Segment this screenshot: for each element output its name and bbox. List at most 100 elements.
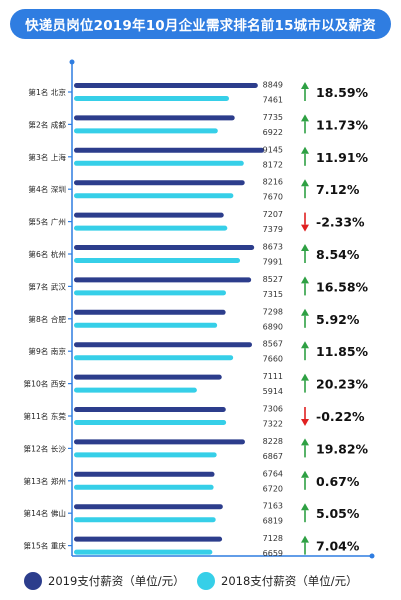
category-label: 第8名 合肥 bbox=[28, 314, 66, 324]
bar-2019 bbox=[74, 309, 226, 315]
value-label-2019: 7111 bbox=[263, 372, 283, 381]
value-label-2018: 6922 bbox=[263, 128, 283, 137]
change-percent: 7.12% bbox=[316, 182, 360, 197]
category-label: 第9名 南京 bbox=[28, 346, 66, 356]
bar-2018 bbox=[74, 355, 234, 361]
value-label-2018: 7315 bbox=[263, 290, 283, 299]
bar-2019 bbox=[74, 115, 235, 121]
bar-2018 bbox=[74, 517, 216, 523]
change-percent: 11.85% bbox=[316, 344, 369, 359]
bar-2019 bbox=[74, 212, 224, 218]
bar-2018 bbox=[74, 128, 218, 134]
change-percent: 16.58% bbox=[316, 279, 369, 294]
arrow-down-icon bbox=[301, 224, 309, 232]
value-label-2018: 5914 bbox=[263, 387, 283, 396]
value-label-2019: 8216 bbox=[263, 178, 283, 187]
value-label-2019: 8567 bbox=[263, 340, 283, 349]
bar-2018 bbox=[74, 420, 227, 425]
change-percent: 18.59% bbox=[316, 85, 369, 100]
bar-2019 bbox=[74, 471, 215, 477]
value-label-2019: 8849 bbox=[263, 81, 283, 90]
change-percent: 19.82% bbox=[316, 441, 369, 456]
category-label: 第3名 上海 bbox=[28, 152, 66, 162]
legend-label-2018: 2018支付薪资（单位/元） bbox=[221, 574, 358, 588]
legend-label-2019: 2019支付薪资（单位/元） bbox=[48, 574, 185, 588]
category-label: 第6名 杭州 bbox=[28, 249, 66, 259]
change-percent: 5.05% bbox=[316, 506, 360, 521]
value-label-2018: 7379 bbox=[263, 225, 283, 234]
value-label-2018: 7322 bbox=[263, 420, 283, 429]
bar-2018 bbox=[74, 549, 213, 555]
value-label-2019: 8673 bbox=[263, 243, 283, 252]
bar-2018 bbox=[74, 160, 244, 166]
value-label-2019: 8527 bbox=[263, 275, 283, 284]
bar-2019 bbox=[74, 374, 222, 380]
value-label-2019: 7306 bbox=[263, 405, 283, 414]
change-percent: 20.23% bbox=[316, 377, 369, 392]
value-label-2019: 7163 bbox=[263, 502, 283, 511]
change-percent: -2.33% bbox=[316, 215, 365, 230]
change-percent: 11.73% bbox=[316, 117, 369, 132]
value-label-2018: 6890 bbox=[263, 322, 283, 331]
value-label-2018: 7660 bbox=[263, 355, 283, 364]
bar-2019 bbox=[74, 245, 255, 250]
bar-2018 bbox=[74, 225, 228, 231]
bar-chart: 第1名 北京 8849 7461 18.59% 第2名 成都 7735 6922 11.73%… bbox=[24, 59, 375, 559]
value-label-2018: 7670 bbox=[263, 193, 283, 202]
category-label: 第7名 武汉 bbox=[28, 281, 66, 291]
change-percent: 11.91% bbox=[316, 150, 369, 165]
bar-2019 bbox=[74, 407, 226, 412]
bar-2018 bbox=[74, 258, 241, 263]
arrow-up-icon bbox=[301, 341, 309, 349]
bar-2019 bbox=[74, 147, 264, 153]
category-label: 第13名 郑州 bbox=[24, 476, 66, 486]
arrow-down-icon bbox=[301, 419, 309, 426]
value-label-2019: 7207 bbox=[263, 210, 283, 219]
value-label-2019: 8228 bbox=[263, 437, 283, 446]
category-label: 第4名 深圳 bbox=[28, 184, 66, 194]
value-label-2018: 6819 bbox=[263, 517, 283, 526]
arrow-up-icon bbox=[301, 114, 309, 122]
legend-swatch-2019 bbox=[24, 572, 42, 590]
bar-2018 bbox=[74, 96, 230, 101]
arrow-up-icon bbox=[301, 244, 309, 251]
legend-swatch-2018 bbox=[197, 572, 215, 590]
arrow-up-icon bbox=[301, 470, 309, 478]
bar-2019 bbox=[74, 536, 223, 542]
value-label-2019: 6764 bbox=[263, 469, 283, 478]
bar-2018 bbox=[74, 193, 234, 199]
value-label-2019: 7298 bbox=[263, 307, 283, 316]
category-label: 第10名 西安 bbox=[24, 379, 67, 389]
arrow-up-icon bbox=[301, 373, 309, 381]
value-label-2018: 6867 bbox=[263, 452, 283, 461]
arrow-up-icon bbox=[301, 503, 309, 511]
value-label-2019: 7735 bbox=[263, 113, 283, 122]
bar-2018 bbox=[74, 322, 218, 328]
category-label: 第5名 广州 bbox=[28, 217, 66, 227]
bar-2019 bbox=[74, 83, 258, 88]
bar-2019 bbox=[74, 439, 245, 445]
bar-2018 bbox=[74, 484, 214, 490]
arrow-up-icon bbox=[301, 276, 309, 284]
value-label-2019: 9145 bbox=[263, 145, 283, 154]
arrow-up-icon bbox=[301, 179, 309, 187]
arrow-up-icon bbox=[301, 535, 309, 543]
title-bar: 快递员岗位2019年10月企业需求排名前15城市以及薪资 bbox=[10, 9, 391, 39]
change-percent: 7.04% bbox=[316, 539, 360, 554]
change-percent: 0.67% bbox=[316, 474, 360, 489]
value-label-2019: 7128 bbox=[263, 534, 283, 543]
value-label-2018: 8172 bbox=[263, 160, 283, 169]
change-percent: 5.92% bbox=[316, 312, 360, 327]
category-label: 第14名 佛山 bbox=[24, 508, 66, 518]
bar-2019 bbox=[74, 277, 252, 283]
value-label-2018: 6720 bbox=[263, 484, 283, 493]
arrow-up-icon bbox=[301, 438, 309, 446]
category-label: 第12名 长沙 bbox=[24, 443, 67, 453]
value-label-2018: 7461 bbox=[263, 96, 283, 105]
bar-2018 bbox=[74, 290, 226, 296]
chart-title: 快递员岗位2019年10月企业需求排名前15城市以及薪资 bbox=[25, 18, 376, 34]
arrow-up-icon bbox=[301, 146, 309, 154]
arrow-up-icon bbox=[301, 308, 309, 316]
category-label: 第1名 北京 bbox=[28, 87, 66, 97]
bar-2018 bbox=[74, 452, 217, 458]
